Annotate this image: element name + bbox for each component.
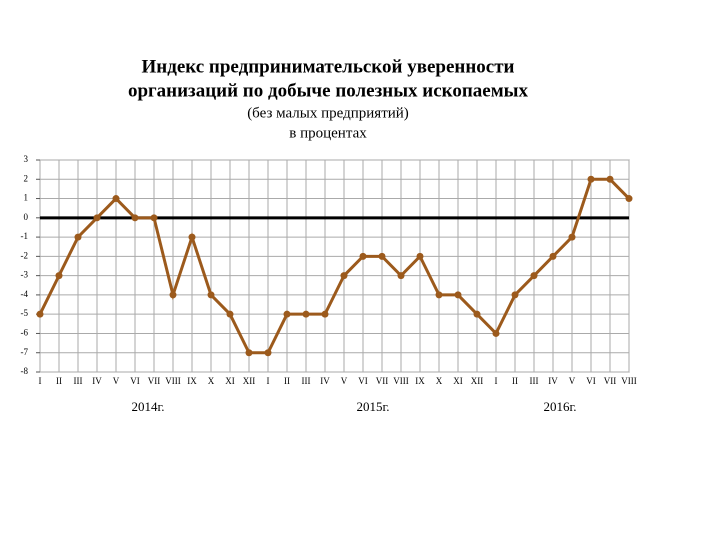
x-tick-label: III (74, 376, 83, 386)
x-tick-label: VII (148, 376, 161, 386)
data-point (606, 175, 614, 183)
data-point (340, 272, 348, 280)
y-tick-label: -7 (21, 347, 29, 357)
x-tick-label: III (530, 376, 539, 386)
year-label: 2014г. (131, 399, 164, 414)
x-tick-label: VIII (621, 376, 637, 386)
x-tick-label: IV (320, 376, 330, 386)
data-point (131, 214, 139, 222)
data-point (435, 291, 443, 299)
chart-title: Индекс предпринимательской уверенности (141, 56, 514, 77)
x-tick-label: IX (415, 376, 425, 386)
x-tick-label: IV (548, 376, 558, 386)
data-point (416, 252, 424, 260)
chart-title: организаций по добыче полезных ископаемы… (128, 80, 529, 101)
data-point (36, 310, 44, 318)
x-tick-label: V (569, 376, 576, 386)
y-tick-label: 1 (24, 193, 29, 203)
data-point (112, 195, 120, 203)
plot-area (39, 159, 630, 373)
data-point (568, 233, 576, 241)
y-tick-label: -4 (21, 289, 29, 299)
x-tick-label: I (495, 376, 498, 386)
y-tick-label: -5 (21, 308, 29, 318)
data-point (511, 291, 519, 299)
data-point (530, 272, 538, 280)
data-point (74, 233, 82, 241)
year-label: 2016г. (543, 399, 576, 414)
data-point (549, 252, 557, 260)
x-tick-label: VIII (165, 376, 181, 386)
x-tick-label: XI (453, 376, 463, 386)
y-tick-label: -2 (21, 250, 29, 260)
data-point (245, 349, 253, 357)
x-tick-label: X (436, 376, 443, 386)
data-point (378, 252, 386, 260)
data-point (226, 310, 234, 318)
x-tick-label: VI (130, 376, 140, 386)
data-point (397, 272, 405, 280)
data-point (150, 214, 158, 222)
x-tick-label: V (113, 376, 120, 386)
x-tick-label: VIII (393, 376, 409, 386)
x-tick-label: I (267, 376, 270, 386)
x-tick-label: II (284, 376, 290, 386)
y-tick-label: -1 (21, 231, 29, 241)
data-point (169, 291, 177, 299)
x-tick-label: II (56, 376, 62, 386)
x-tick-label: XII (243, 376, 256, 386)
data-point (283, 310, 291, 318)
y-tick-label: 0 (24, 212, 29, 222)
data-point (492, 329, 500, 337)
data-point (93, 214, 101, 222)
data-point (302, 310, 310, 318)
y-tick-label: 3 (24, 154, 29, 164)
y-tick-label: -8 (21, 366, 29, 376)
data-point (321, 310, 329, 318)
chart-subtitle: в процентах (289, 125, 367, 141)
x-tick-label: XII (471, 376, 484, 386)
data-point (454, 291, 462, 299)
x-tick-label: VI (586, 376, 596, 386)
data-point (55, 272, 63, 280)
x-tick-label: IX (187, 376, 197, 386)
x-tick-label: V (341, 376, 348, 386)
x-tick-label: I (39, 376, 42, 386)
data-point (473, 310, 481, 318)
y-tick-label: 2 (24, 173, 29, 183)
chart-subtitle: (без малых предприятий) (247, 105, 409, 121)
y-tick-label: -3 (21, 270, 29, 280)
x-tick-label: II (512, 376, 518, 386)
data-point (587, 175, 595, 183)
x-tick-label: III (302, 376, 311, 386)
data-point (188, 233, 196, 241)
data-point (359, 252, 367, 260)
data-point (207, 291, 215, 299)
x-tick-label: VII (604, 376, 617, 386)
y-tick-label: -6 (21, 328, 29, 338)
x-tick-label: VII (376, 376, 389, 386)
data-point (264, 349, 272, 357)
x-tick-label: VI (358, 376, 368, 386)
x-tick-label: X (208, 376, 215, 386)
x-tick-label: XI (225, 376, 235, 386)
data-point (625, 195, 633, 203)
year-label: 2015г. (356, 399, 389, 414)
x-tick-label: IV (92, 376, 102, 386)
